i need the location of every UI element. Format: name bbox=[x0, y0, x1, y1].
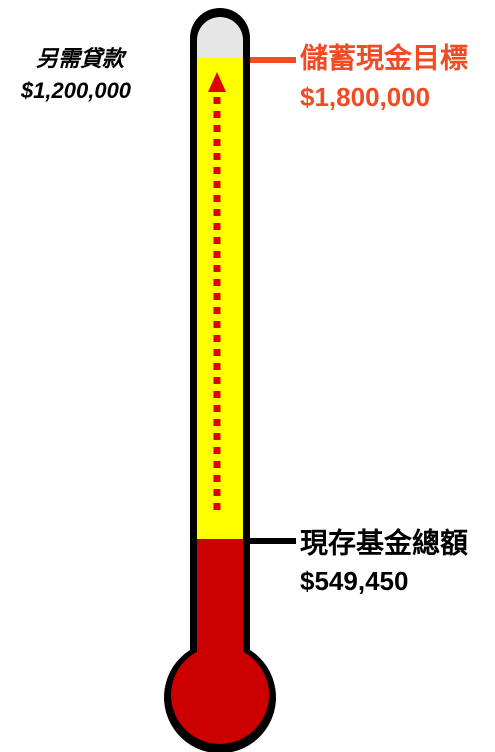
current-amount: $549,450 bbox=[300, 566, 408, 596]
current-label: 現存基金總額 bbox=[300, 526, 468, 558]
arrow-head bbox=[208, 72, 226, 92]
bulb bbox=[171, 646, 269, 744]
loan-label: 另需貸款 bbox=[36, 46, 128, 71]
goal-amount: $1,800,000 bbox=[300, 82, 430, 112]
loan-amount: $1,200,000 bbox=[20, 78, 132, 103]
tube-empty bbox=[197, 17, 243, 60]
goal-label: 儲蓄現金目標 bbox=[300, 41, 468, 73]
